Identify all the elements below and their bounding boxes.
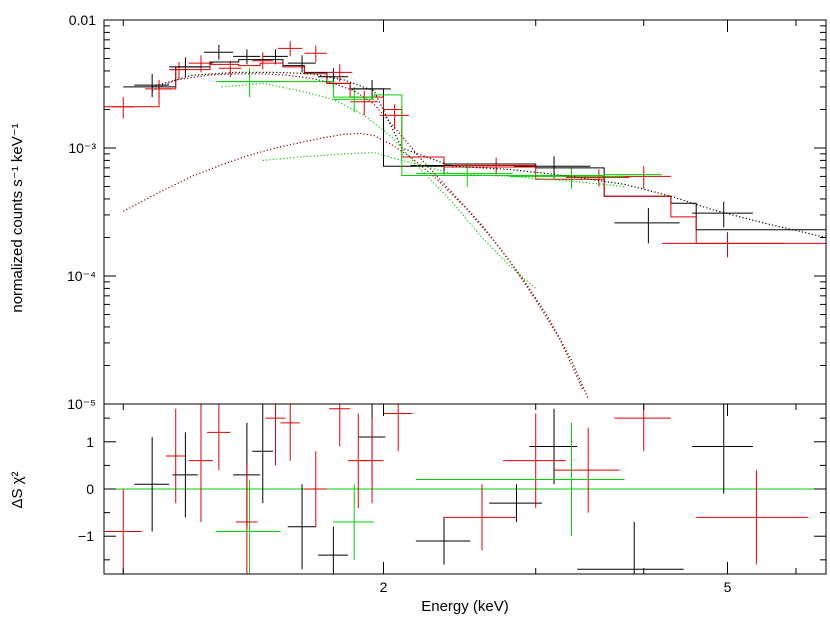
black-residuals-point-8 [489,484,542,523]
red-data-point-11 [451,157,536,175]
black-residuals-point-3 [252,404,273,504]
green-data-point-3 [509,166,625,189]
red-residuals-point-3 [207,404,231,471]
green-model-line [221,81,663,176]
y-tick-label: 10⁻³ [68,140,96,156]
red-data-point-7 [304,45,327,62]
red-residuals-point-6 [280,404,300,461]
green-residuals-point-0 [215,479,281,574]
black-data-point-7 [352,79,391,100]
black-residuals-point-11 [692,404,753,494]
spectrum-axes: 0.01 10⁻³ 10⁻⁴ 10⁻⁵ [67,12,826,412]
black-data-point-4 [262,49,288,65]
red-residuals-point-5 [265,404,286,466]
red-residuals-point-13 [503,413,566,508]
x-tick-label: 5 [724,579,732,595]
green-component-2-curve [262,152,625,188]
black-data-point-5 [287,55,316,73]
red-residuals-point-14 [554,427,620,513]
red-data-point-6 [277,41,303,57]
black-model-line [123,59,826,231]
red-data-point-9 [350,90,378,116]
red-residuals-point-1 [165,408,186,504]
black-data-point-3 [233,49,261,65]
black-residuals-point-9 [529,408,578,485]
green-residuals-point-1 [333,484,374,560]
red-data-point-8 [326,64,353,82]
black-residuals-point-4 [287,484,316,570]
black-red-total-model-curve [151,71,827,239]
red-data-point-5 [252,52,273,70]
black-residuals-point-0 [134,437,170,532]
red-residuals-point-2 [188,404,213,523]
residual-axes: 2 5 −1 0 1 [78,404,826,595]
black-red-component-2-hard-curve [122,132,589,399]
red-residuals-point-8 [329,404,351,447]
red-data-point-10 [379,104,409,130]
y-tick-label: 10⁻⁴ [67,268,96,284]
red-residuals-point-4 [235,465,258,574]
residual-y-tick-label: 1 [86,434,94,450]
green-residuals-point-3 [509,422,625,537]
black-residuals-point-5 [318,526,349,574]
red-data-point-0 [111,97,135,119]
red-data-point-14 [662,232,784,258]
black-data-point-0 [134,73,170,98]
red-residuals-point-12 [444,484,517,551]
red-residuals-point-7 [304,451,327,527]
green-component-1-curve [221,82,537,289]
x-axis-label: Energy (keV) [421,598,509,615]
red-residuals-point-11 [383,404,413,452]
red-residuals-point-15 [614,404,671,452]
residual-y-axis-label: ΔS χ² [9,471,26,508]
black-data-point-2 [204,44,234,60]
spectrum-frame [103,19,827,405]
black-data-point-11 [692,201,753,228]
residual-plot-area [104,404,826,574]
spectrum-plot-area [104,41,827,399]
black-residuals-point-10 [577,522,684,574]
y-tick-label: 10⁻⁵ [67,396,96,412]
residual-y-tick-label: 0 [86,481,94,497]
residual-y-tick-label: −1 [78,528,94,544]
residual-frame [103,403,827,575]
red-residuals-point-16 [696,470,809,565]
green-data-point-1 [333,86,374,113]
spectrum-y-axis-label: normalized counts s⁻¹ keV⁻¹ [9,123,26,312]
black-residuals-point-7 [415,517,471,565]
black-data-point-10 [614,207,680,244]
black-red-component-1-soft-curve [151,73,584,390]
x-tick-label: 2 [380,579,388,595]
red-residuals-point-10 [360,418,384,504]
y-tick-label: 0.01 [69,12,96,28]
red-residuals-point-0 [104,489,142,574]
red-data-point-12 [565,169,630,187]
red-model-line [104,62,826,244]
black-residuals-point-1 [172,432,198,518]
red-data-point-4 [218,60,242,77]
